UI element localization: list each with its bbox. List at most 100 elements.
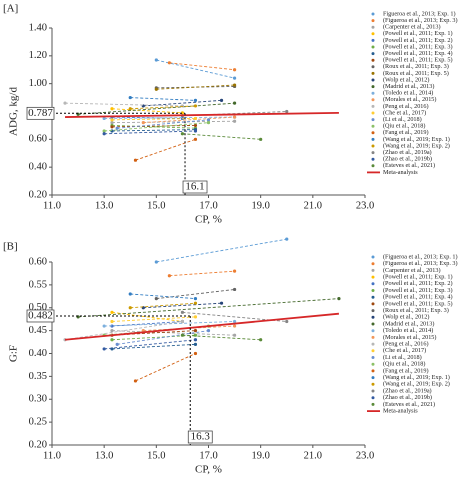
legend-label: (Powell et al., 2011; Exp. 3) xyxy=(383,43,453,50)
data-point xyxy=(110,121,114,125)
legend-label: (Powell et al., 2011; Exp. 4) xyxy=(383,294,453,301)
legend-label: (Zhao et al., 2019b) xyxy=(383,156,432,163)
legend-swatch xyxy=(371,342,375,346)
legend-swatch xyxy=(371,78,375,82)
x-tick-label: 11.0 xyxy=(43,450,61,461)
series-line xyxy=(111,321,183,327)
y-tick-label: 0.20 xyxy=(29,189,47,200)
legend-swatch xyxy=(371,98,375,102)
data-point xyxy=(110,107,114,111)
series-line xyxy=(135,138,196,161)
legend-swatch xyxy=(371,32,375,36)
legend-swatch xyxy=(371,12,375,16)
optimum-y-box xyxy=(26,309,55,323)
legend-swatch xyxy=(371,335,375,339)
y-tick-label: 0.45 xyxy=(29,325,47,336)
panel-label: [A] xyxy=(3,3,18,15)
data-point xyxy=(193,301,198,305)
legend-swatch xyxy=(371,275,375,279)
series-line xyxy=(156,86,235,89)
series-line xyxy=(135,353,196,382)
data-point xyxy=(141,121,145,125)
data-point xyxy=(180,104,185,108)
legend-label: (Wolp et al., 2012) xyxy=(383,314,429,321)
y-tick-label: 0.30 xyxy=(29,394,47,405)
legend-swatch xyxy=(371,329,375,333)
legend-swatch xyxy=(371,376,375,380)
legend-label: (Madrid et al., 2013) xyxy=(383,320,434,327)
legend-swatch xyxy=(371,111,375,115)
data-point xyxy=(193,315,198,319)
data-point xyxy=(180,319,185,324)
legend-swatch xyxy=(371,118,375,122)
y-tick-label: 0.60 xyxy=(29,256,47,267)
legend-label: (Wang et al., 2019; Exp. 1) xyxy=(383,136,450,143)
y-axis-label: ADG, kg/d xyxy=(8,87,20,136)
legend-label: (Carpenter et al., 2013) xyxy=(383,267,441,274)
data-point xyxy=(102,132,106,136)
data-point xyxy=(154,87,158,91)
data-point xyxy=(232,119,237,123)
legend-label: (Powell et al., 2011; Exp. 2) xyxy=(383,37,453,44)
optimum-y-label: 0.787 xyxy=(28,107,53,119)
legend-swatch xyxy=(371,362,375,366)
series-line xyxy=(111,316,196,322)
series-line xyxy=(111,118,196,121)
legend-swatch xyxy=(371,52,375,56)
legend-label: (Wang et al., 2019; Exp. 2) xyxy=(383,142,450,149)
data-point xyxy=(193,129,198,133)
legend-label: (Fang et al., 2019) xyxy=(383,129,429,136)
legend-swatch xyxy=(371,402,375,406)
data-point xyxy=(232,324,237,328)
data-point xyxy=(206,329,211,333)
legend-label: (Qiu et al., 2018) xyxy=(383,123,425,130)
series-line xyxy=(104,116,235,119)
data-point xyxy=(110,125,114,129)
series-line xyxy=(65,102,183,107)
series-line xyxy=(78,102,235,115)
series-line xyxy=(156,59,235,79)
y-tick-label: 0.50 xyxy=(29,302,47,313)
legend-label: (Qiu et al., 2018) xyxy=(383,361,425,368)
legend-label: (Figueroa et al., 2013; Exp. 3) xyxy=(383,17,458,24)
series-line xyxy=(104,122,209,132)
legend-swatch xyxy=(371,144,375,148)
series-line xyxy=(111,124,196,129)
legend-swatch xyxy=(371,25,375,29)
legend-swatch xyxy=(371,104,375,108)
legend-label: (Zhao et al., 2019b) xyxy=(383,394,432,401)
data-point xyxy=(232,333,237,337)
data-point xyxy=(128,292,132,296)
optimum-y-label: 0.482 xyxy=(28,310,53,322)
data-point xyxy=(110,118,114,122)
x-tick-label: 19.0 xyxy=(251,200,269,211)
legend-swatch xyxy=(371,289,375,292)
fit-line xyxy=(64,312,340,341)
data-point xyxy=(232,115,237,119)
series-line xyxy=(130,293,196,300)
series-line xyxy=(78,298,339,318)
x-tick-label: 15.0 xyxy=(147,200,165,211)
y-tick-label: 0.40 xyxy=(29,348,47,359)
legend-label: Figueroa et al., 2013; Exp. 1) xyxy=(383,10,456,17)
legend-swatch xyxy=(371,302,375,306)
legend-label: (Powell et al., 2011; Exp. 4) xyxy=(383,50,453,57)
legend-swatch xyxy=(371,382,375,386)
x-tick-label: 13.0 xyxy=(95,200,113,211)
data-point xyxy=(133,379,138,383)
legend-label: (Carpenter et al., 2013) xyxy=(383,24,441,31)
series-line xyxy=(143,99,222,107)
series-line xyxy=(169,62,235,71)
series-line xyxy=(130,302,196,309)
legend-label: (Figueroa et al., 2013; Exp. 3) xyxy=(383,260,458,267)
legend-swatch xyxy=(371,19,375,23)
legend-label: (Powell et al., 2011; Exp. 3) xyxy=(383,287,453,294)
legend-swatch xyxy=(371,389,375,393)
legend-label: (Zhao et al., 2019a) xyxy=(383,387,432,394)
y-axis-label: G:F xyxy=(8,345,20,362)
series-line xyxy=(111,330,235,336)
data-point xyxy=(193,98,198,102)
data-point xyxy=(206,121,211,125)
data-point xyxy=(128,107,132,111)
y-tick-label: 1.40 xyxy=(29,22,47,33)
